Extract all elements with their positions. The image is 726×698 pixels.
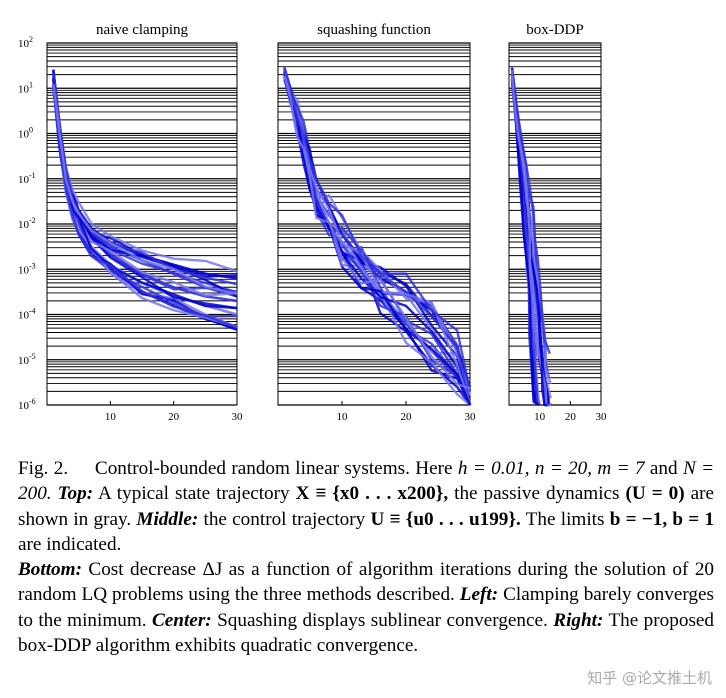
x-tick-label: 20 [401, 411, 413, 423]
chart-panel-2: squashing function 10 20 30 [277, 22, 477, 423]
caption-right-text: The proposed box-DDP algorithm exhibits … [18, 609, 715, 657]
caption-center-text: Squashing displays sublinear convergence… [217, 609, 548, 631]
y-tick-label: 10-5 [18, 352, 36, 367]
panel-title: naive clamping [96, 22, 189, 38]
series-line [283, 71, 472, 406]
series-line [52, 69, 238, 278]
series-line [510, 74, 551, 355]
watermark: 知乎 @论文推土机 [587, 669, 712, 687]
y-tick-label: 102 [18, 35, 33, 50]
y-tick-label: 10-3 [18, 261, 36, 276]
caption-and: and [649, 458, 678, 479]
caption-N: N = 200. [18, 458, 715, 505]
caption-top-label: Top: [57, 483, 94, 505]
series-line [52, 69, 238, 280]
chart-panel-1: naive clamping 10 20 30 102 101 100 10-1 10-2 10-… [18, 22, 243, 423]
caption-right-label: Right: [553, 609, 604, 631]
chart-panel-3: box-DDP 10 20 30 [508, 22, 608, 423]
caption-u0: (U = 0) [625, 483, 685, 505]
caption-left-label: Left: [459, 584, 499, 606]
y-tick-label: 10-2 [18, 216, 36, 231]
y-tick-label: 100 [18, 126, 33, 141]
caption-bottom-text: Cost decrease ΔJ as a function of algori… [18, 559, 715, 606]
y-tick-label: 10-6 [18, 397, 36, 412]
x-tick-label: 30 [596, 411, 608, 423]
caption-passive: the passive dynamics [454, 483, 620, 505]
series-line [510, 75, 540, 356]
panel-title: box-DDP [526, 22, 584, 38]
x-tick-label: 20 [168, 411, 180, 423]
caption-state-math: X ≡ {x0 . . . x200}, [295, 483, 449, 505]
series-line [52, 74, 238, 303]
y-tick-label: 101 [18, 80, 33, 95]
x-tick-label: 20 [565, 411, 577, 423]
caption-params: h = 0.01, n = 20, m = 7 [457, 458, 645, 479]
y-tick-label: 10-1 [18, 171, 36, 186]
axes-frame [46, 42, 238, 406]
caption-limits-math: b = −1, b = 1 [609, 508, 715, 530]
series-line [283, 67, 472, 406]
series-line [52, 83, 238, 295]
y-tick-label: 10-4 [18, 307, 36, 322]
caption-top-text: A typical state trajectory [98, 483, 290, 505]
caption-limits: The limits [525, 508, 605, 530]
series-line [283, 66, 472, 406]
caption-bottom-label: Bottom: [18, 559, 82, 581]
series-line [283, 75, 471, 390]
caption-left-text: Clamping barely converges to the minimum… [18, 584, 715, 631]
series-line [283, 67, 472, 392]
axes-frame [277, 42, 471, 406]
figure-panels: naive clamping 10 20 30 102 101 100 10-1 10-2 10-… [18, 22, 608, 423]
caption-middle-label: Middle: [136, 508, 199, 530]
series-line [283, 73, 471, 389]
series-line [283, 67, 472, 406]
x-tick-label: 10 [337, 411, 349, 423]
caption-gray: are shown in gray. [18, 483, 715, 530]
series-line [52, 84, 238, 329]
x-tick-label: 10 [105, 411, 117, 423]
x-tick-label: 30 [232, 411, 244, 423]
caption-indicated: are indicated. [18, 533, 122, 555]
x-tick-label: 10 [534, 411, 546, 423]
axes-frame [508, 42, 602, 406]
series-line [52, 78, 238, 293]
figure-caption: Fig. 2. Control-bounded random linear sy… [18, 456, 714, 658]
x-tick-label: 30 [465, 411, 477, 423]
caption-middle-text: the control trajectory [203, 508, 366, 530]
caption-center-label: Center: [151, 609, 212, 631]
caption-title: Control-bounded random linear systems. H… [94, 458, 453, 479]
caption-ctrl-math: U ≡ {u0 . . . u199}. [370, 508, 521, 530]
fig-label: Fig. 2. [18, 458, 69, 479]
series-line [283, 71, 472, 406]
panel-title: squashing function [317, 22, 431, 38]
